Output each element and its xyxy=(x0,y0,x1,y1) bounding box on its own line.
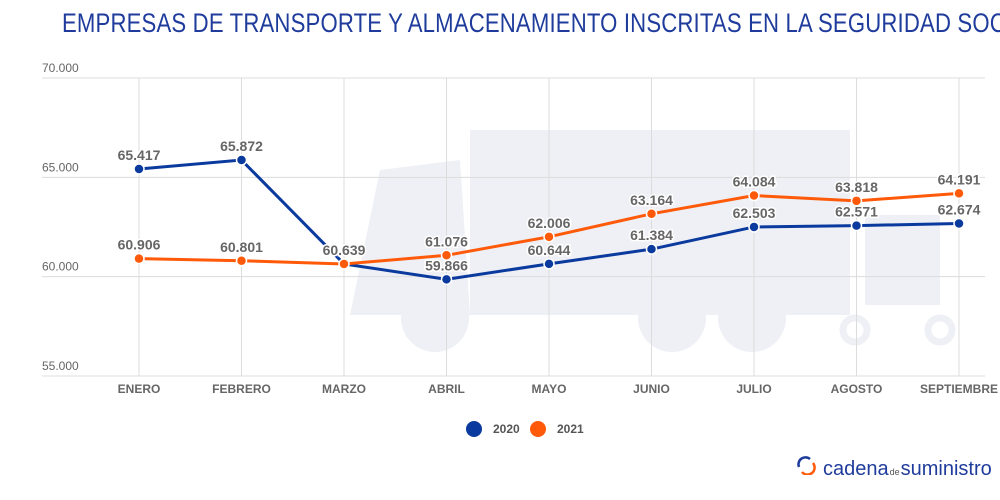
brand-logo: cadena de suministro xyxy=(795,455,992,481)
data-label-2020: 65.872 xyxy=(220,138,263,154)
x-tick-label: AGOSTO xyxy=(831,382,883,396)
data-point-2021 xyxy=(338,258,350,270)
truck-wheel xyxy=(638,284,706,352)
data-label-2020: 62.503 xyxy=(733,205,776,221)
logo-text-2: de xyxy=(889,467,900,477)
x-tick-label: ABRIL xyxy=(428,382,465,396)
data-label-2020: 62.571 xyxy=(835,204,878,220)
data-point-2021 xyxy=(543,231,555,243)
y-tick-label: 60.000 xyxy=(42,260,79,274)
x-tick-label: SEPTIEMBRE xyxy=(920,382,998,396)
legend-label-2021: 2021 xyxy=(557,422,584,436)
x-tick-label: ENERO xyxy=(118,382,161,396)
truck-body xyxy=(470,130,850,315)
data-point-2020 xyxy=(440,273,453,286)
data-label-2021: 63.818 xyxy=(835,179,878,195)
data-point-2020 xyxy=(748,221,760,233)
trolley-box xyxy=(865,215,940,305)
x-tick-label: MAYO xyxy=(532,382,567,396)
x-tick-label: JULIO xyxy=(736,382,771,396)
data-point-2020 xyxy=(850,219,863,232)
data-label-2020: 65.417 xyxy=(118,147,161,163)
data-point-2020 xyxy=(645,243,658,255)
trolley-wheel xyxy=(839,314,871,346)
data-label-2021: 61.076 xyxy=(425,233,468,249)
trolley-wheel xyxy=(924,314,956,346)
data-label-2021: 63.164 xyxy=(630,192,673,208)
data-point-2020 xyxy=(235,154,248,166)
data-point-2020 xyxy=(953,217,965,230)
data-label-2020: 60.644 xyxy=(528,242,571,258)
y-tick-label: 70.000 xyxy=(42,61,79,75)
data-point-2021 xyxy=(133,252,145,265)
data-label-2021: 60.801 xyxy=(220,239,263,255)
data-point-2020 xyxy=(133,163,145,175)
truck-watermark xyxy=(350,130,956,352)
logo-text-3: suministro xyxy=(900,458,992,480)
data-point-2021 xyxy=(440,249,453,262)
x-tick-label: JUNIO xyxy=(633,382,670,396)
data-label-2021: 60.639 xyxy=(323,242,366,258)
data-point-2021 xyxy=(850,195,863,207)
data-point-2021 xyxy=(235,255,248,267)
x-tick-label: MARZO xyxy=(322,382,366,396)
data-point-2021 xyxy=(748,189,760,202)
truck-wheel xyxy=(718,284,786,352)
legend-marker-2020 xyxy=(466,421,482,437)
logo-text-1: cadena xyxy=(823,458,889,480)
data-label-2020: 61.384 xyxy=(630,227,673,243)
data-label-2021: 60.906 xyxy=(118,237,161,253)
x-tick-label: FEBRERO xyxy=(212,382,271,396)
truck-wheel xyxy=(401,284,469,352)
legend-marker-2021 xyxy=(530,421,546,437)
y-tick-label: 65.000 xyxy=(42,160,79,174)
chart-title: EMPRESAS DE TRANSPORTE Y ALMACENAMIENTO … xyxy=(62,8,1000,38)
y-tick-label: 55.000 xyxy=(42,359,79,373)
data-point-2020 xyxy=(543,258,555,270)
data-label-2021: 62.006 xyxy=(528,215,571,231)
legend-label-2020: 2020 xyxy=(493,422,520,436)
logo-cycle-icon xyxy=(797,456,816,475)
data-label-2021: 64.191 xyxy=(938,171,981,187)
data-point-2021 xyxy=(645,208,658,220)
data-label-2020: 59.866 xyxy=(425,257,468,273)
data-point-2021 xyxy=(953,187,965,200)
data-label-2021: 64.084 xyxy=(733,174,776,190)
data-label-2020: 62.674 xyxy=(938,202,981,218)
